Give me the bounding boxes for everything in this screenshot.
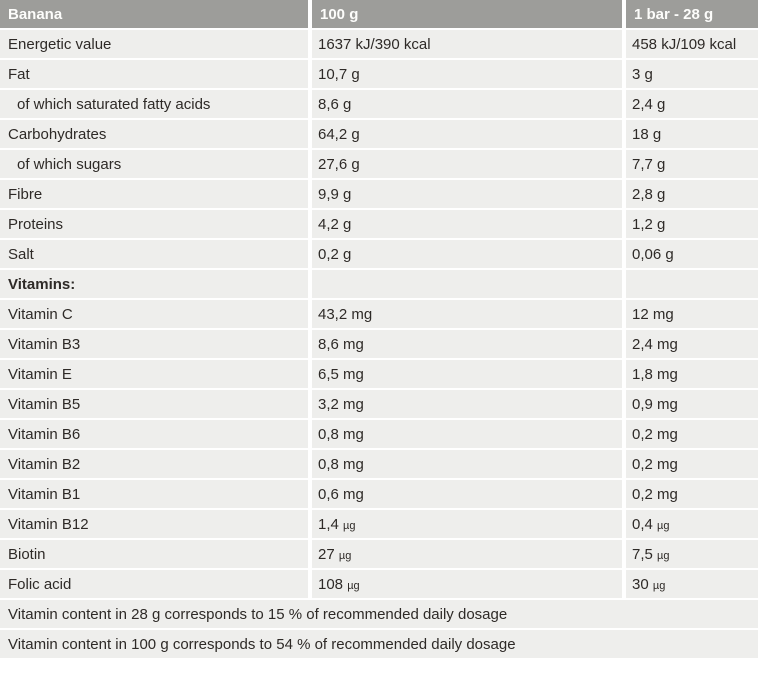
header-row: Banana 100 g 1 bar - 28 g [0, 0, 758, 30]
table-row: Biotin 27 µg 7,5 µg [0, 540, 758, 570]
header-col-per-bar: 1 bar - 28 g [626, 0, 758, 30]
nutrient-label: Fibre [0, 180, 312, 210]
value-per-100g: 6,5 mg [312, 360, 626, 390]
nutrient-label: Vitamins: [0, 270, 312, 300]
nutrient-label: Fat [0, 60, 312, 90]
value-per-100g: 3,2 mg [312, 390, 626, 420]
value-per-bar: 1,2 g [626, 210, 758, 240]
nutrient-label: Vitamin B2 [0, 450, 312, 480]
value-per-bar: 7,5 µg [626, 540, 758, 570]
nutrient-label: Proteins [0, 210, 312, 240]
table-row: of which sugars 27,6 g 7,7 g [0, 150, 758, 180]
table-row: Proteins 4,2 g 1,2 g [0, 210, 758, 240]
nutrient-label: Vitamin B5 [0, 390, 312, 420]
nutrient-label: Vitamin C [0, 300, 312, 330]
table-row: Vitamin B5 3,2 mg 0,9 mg [0, 390, 758, 420]
value-per-bar: 0,2 mg [626, 450, 758, 480]
nutrient-label: Vitamin B3 [0, 330, 312, 360]
footer-row: Vitamin content in 28 g corresponds to 1… [0, 600, 758, 630]
header-col-per-100g: 100 g [312, 0, 626, 30]
value-per-bar: 2,4 mg [626, 330, 758, 360]
table-row: Vitamin B12 1,4 µg 0,4 µg [0, 510, 758, 540]
table-row: Folic acid 108 µg 30 µg [0, 570, 758, 600]
value-per-100g: 0,8 mg [312, 420, 626, 450]
value-per-100g: 4,2 g [312, 210, 626, 240]
nutrient-label: Vitamin B12 [0, 510, 312, 540]
value-per-100g: 8,6 mg [312, 330, 626, 360]
value-per-100g [312, 270, 626, 300]
microgram-unit: µg [657, 519, 670, 532]
footer-note: Vitamin content in 100 g corresponds to … [0, 630, 758, 658]
value-per-bar: 0,2 mg [626, 480, 758, 510]
value-per-bar: 2,4 g [626, 90, 758, 120]
nutrient-label: of which saturated fatty acids [0, 90, 312, 120]
nutrition-table-header: Banana 100 g 1 bar - 28 g [0, 0, 758, 30]
value-per-100g: 43,2 mg [312, 300, 626, 330]
table-row: Vitamin C 43,2 mg 12 mg [0, 300, 758, 330]
nutrition-table: Banana 100 g 1 bar - 28 g Energetic valu… [0, 0, 758, 658]
nutrient-label: Energetic value [0, 30, 312, 60]
value-per-bar: 2,8 g [626, 180, 758, 210]
value-per-100g: 64,2 g [312, 120, 626, 150]
nutrient-label: Vitamin E [0, 360, 312, 390]
value-per-bar: 3 g [626, 60, 758, 90]
nutrient-label: Vitamin B6 [0, 420, 312, 450]
value-per-bar: 7,7 g [626, 150, 758, 180]
nutrition-table-body: Energetic value 1637 kJ/390 kcal 458 kJ/10… [0, 30, 758, 658]
value-per-bar: 12 mg [626, 300, 758, 330]
value-per-bar: 1,8 mg [626, 360, 758, 390]
nutrient-label: Carbohydrates [0, 120, 312, 150]
table-row: Vitamins: [0, 270, 758, 300]
value-per-bar: 0,4 µg [626, 510, 758, 540]
value-per-100g: 1637 kJ/390 kcal [312, 30, 626, 60]
value-per-100g: 10,7 g [312, 60, 626, 90]
value-per-100g: 1,4 µg [312, 510, 626, 540]
microgram-unit: µg [652, 579, 666, 592]
footer-row: Vitamin content in 100 g corresponds to … [0, 630, 758, 658]
value-per-100g: 108 µg [312, 570, 626, 600]
nutrient-label: Biotin [0, 540, 312, 570]
table-row: Vitamin B6 0,8 mg 0,2 mg [0, 420, 758, 450]
table-row: Vitamin B1 0,6 mg 0,2 mg [0, 480, 758, 510]
value-per-bar: 18 g [626, 120, 758, 150]
nutrient-label: of which sugars [0, 150, 312, 180]
table-row: Fibre 9,9 g 2,8 g [0, 180, 758, 210]
microgram-unit: µg [347, 579, 360, 592]
nutrient-label: Folic acid [0, 570, 312, 600]
header-product-name: Banana [0, 0, 312, 30]
table-row: of which saturated fatty acids 8,6 g 2,4 g [0, 90, 758, 120]
value-per-100g: 9,9 g [312, 180, 626, 210]
table-row: Vitamin B2 0,8 mg 0,2 mg [0, 450, 758, 480]
table-row: Energetic value 1637 kJ/390 kcal 458 kJ/10… [0, 30, 758, 60]
value-per-bar: 458 kJ/109 kcal [626, 30, 758, 60]
table-row: Vitamin B3 8,6 mg 2,4 mg [0, 330, 758, 360]
microgram-unit: µg [657, 549, 670, 562]
value-per-100g: 27,6 g [312, 150, 626, 180]
nutrient-label: Vitamin B1 [0, 480, 312, 510]
value-per-bar [626, 270, 758, 300]
value-per-100g: 0,2 g [312, 240, 626, 270]
value-per-100g: 0,8 mg [312, 450, 626, 480]
value-per-bar: 30 µg [626, 570, 758, 600]
table-row: Vitamin E 6,5 mg 1,8 mg [0, 360, 758, 390]
table-row: Salt 0,2 g 0,06 g [0, 240, 758, 270]
nutrient-label: Salt [0, 240, 312, 270]
value-per-bar: 0,2 mg [626, 420, 758, 450]
value-per-bar: 0,06 g [626, 240, 758, 270]
table-row: Carbohydrates 64,2 g 18 g [0, 120, 758, 150]
microgram-unit: µg [343, 519, 356, 532]
microgram-unit: µg [338, 549, 352, 562]
value-per-bar: 0,9 mg [626, 390, 758, 420]
value-per-100g: 0,6 mg [312, 480, 626, 510]
value-per-100g: 8,6 g [312, 90, 626, 120]
footer-note: Vitamin content in 28 g corresponds to 1… [0, 600, 758, 630]
value-per-100g: 27 µg [312, 540, 626, 570]
